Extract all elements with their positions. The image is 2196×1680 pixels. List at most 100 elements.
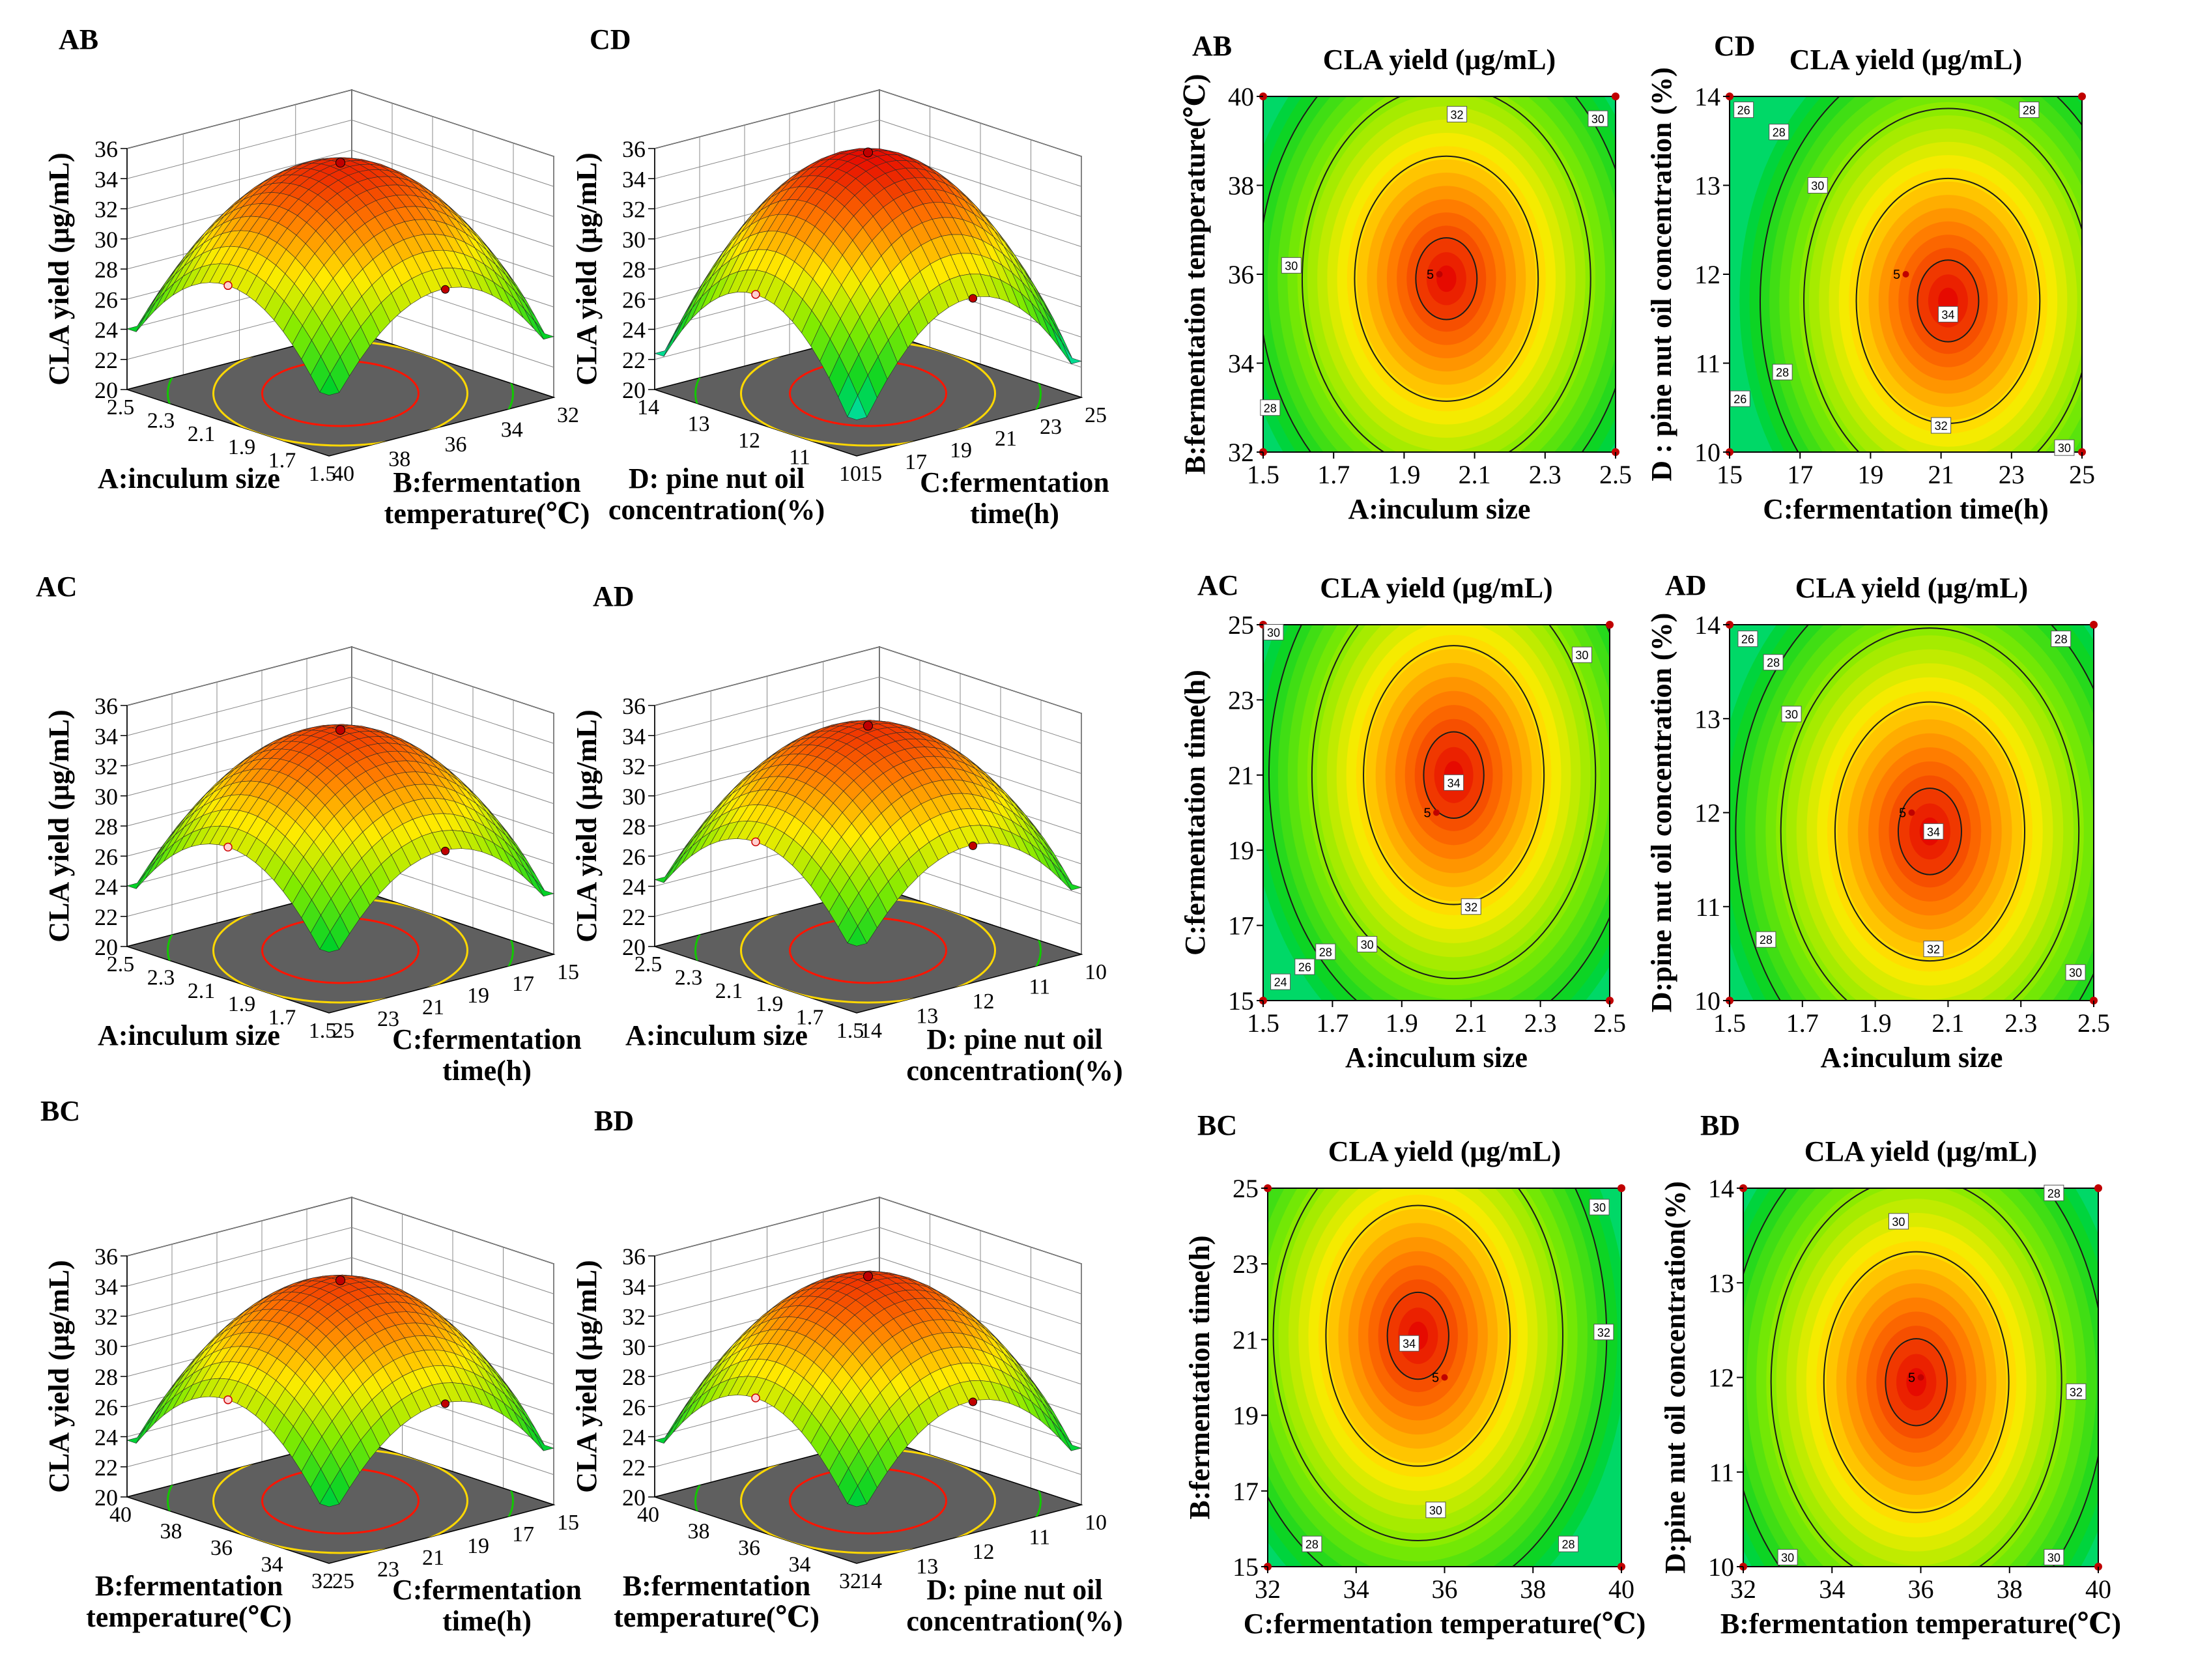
chart-title: CLA yield (μg/mL) bbox=[1795, 572, 2028, 604]
z-tick-label: 22 bbox=[94, 1455, 118, 1481]
contour-value-box bbox=[1593, 1324, 1614, 1341]
contour-value-box bbox=[1888, 1213, 1909, 1230]
z-tick-label: 32 bbox=[622, 754, 646, 780]
y-tick-label: 25 bbox=[1233, 1174, 1259, 1203]
y-tick-label: 14 bbox=[1708, 1174, 1734, 1203]
y-tick-label: 38 bbox=[1228, 171, 1254, 201]
contour-value-label: 28 bbox=[2055, 633, 2068, 646]
right-axis-tick-label: 38 bbox=[388, 448, 410, 472]
surface-cell bbox=[319, 932, 340, 953]
contour-value-box bbox=[1931, 417, 1952, 434]
contour-plot-AB: 5 32 30 30 28 1.5 1.7 1.9 2.1 2.3 2.5 32 34 36 38 40 CLA… bbox=[1179, 30, 1632, 525]
wall-grid-line bbox=[351, 646, 554, 714]
right-axis-tick-label: 10 bbox=[1085, 1511, 1107, 1535]
z-tick-label: 28 bbox=[622, 814, 646, 840]
contour-value-box bbox=[2019, 101, 2040, 118]
contour-value-box bbox=[1302, 1535, 1322, 1552]
y-axis-label: B:fermentation time(h) bbox=[1184, 1235, 1216, 1519]
contour-value-label: 28 bbox=[1319, 946, 1332, 959]
y-tick-label: 10 bbox=[1694, 986, 1720, 1016]
wall-grid-line bbox=[879, 676, 1082, 744]
contour-value-box bbox=[2044, 1184, 2064, 1201]
left-axis-tick-label: 1.9 bbox=[228, 435, 256, 459]
center-point-marker bbox=[1917, 1374, 1924, 1381]
contour-value-box bbox=[1763, 654, 1784, 671]
design-point-marker bbox=[969, 294, 977, 303]
plot-frame bbox=[1262, 624, 1610, 1001]
left-axis-label: A:inculum size bbox=[98, 463, 280, 494]
left-axis-tick-label: 1.5 bbox=[309, 462, 337, 486]
y-tick-label: 23 bbox=[1233, 1249, 1259, 1279]
right-axis-label: time(h) bbox=[970, 498, 1059, 530]
z-tick-label: 30 bbox=[622, 784, 646, 810]
left-axis-tick-label: 2.3 bbox=[675, 965, 703, 989]
left-axis-label: B:fermentation bbox=[95, 1570, 283, 1602]
z-tick-label: 20 bbox=[94, 934, 118, 960]
contour-value-box bbox=[1923, 823, 1944, 840]
z-axis-label: CLA yield (μg/mL) bbox=[571, 709, 603, 942]
x-tick-label: 1.5 bbox=[1713, 1008, 1746, 1038]
floor-plane bbox=[125, 330, 556, 457]
contour-value-label: 28 bbox=[1776, 366, 1789, 379]
right-axis-tick-label: 19 bbox=[950, 438, 972, 463]
right-axis-tick-label: 25 bbox=[332, 1569, 354, 1593]
y-tick-label: 12 bbox=[1694, 260, 1720, 289]
contour-value-label: 34 bbox=[1927, 825, 1940, 838]
contour-value-box bbox=[1589, 1199, 1610, 1216]
contour-value-label: 28 bbox=[1760, 933, 1773, 947]
center-point-marker bbox=[1436, 271, 1443, 278]
contour-value-box bbox=[1781, 705, 1802, 722]
left-axis-tick-label: 32 bbox=[311, 1569, 334, 1593]
wall-grid-line bbox=[126, 1197, 352, 1257]
floor-contour-line bbox=[167, 1438, 514, 1563]
x-axis-label: A:inculum size bbox=[1348, 493, 1531, 525]
z-tick-label: 32 bbox=[94, 1304, 118, 1330]
x-axis-label: C:fermentation time(h) bbox=[1763, 493, 2049, 525]
left-axis-tick-label: 2.5 bbox=[107, 395, 135, 420]
left-axis-tick-label: 10 bbox=[839, 462, 861, 486]
design-point-marker bbox=[1612, 93, 1619, 100]
floor-contour-line bbox=[694, 888, 1042, 1013]
contour-line bbox=[1885, 1338, 1948, 1427]
contour-value-label: 30 bbox=[1361, 938, 1374, 951]
y-axis-label: B:fermentation temperature(℃) bbox=[1179, 74, 1211, 474]
x-tick-label: 36 bbox=[1908, 1574, 1934, 1604]
left-axis-tick-label: 40 bbox=[109, 1503, 132, 1527]
x-tick-label: 40 bbox=[2085, 1574, 2111, 1604]
design-point-marker bbox=[441, 846, 449, 855]
wall-grid-line bbox=[351, 119, 554, 187]
left-axis-tick-label: 2.5 bbox=[107, 952, 135, 976]
left-axis-tick-label: 2.1 bbox=[715, 979, 743, 1003]
y-tick-label: 10 bbox=[1708, 1552, 1734, 1582]
contour-value-box bbox=[1807, 177, 1828, 193]
surface-cell bbox=[319, 1485, 340, 1507]
surface-plot-BD: 20 22 24 26 28 30 32 34 36 CLA yield (μg/mL) 40 38 3… bbox=[571, 1105, 1123, 1637]
contour-value-label: 24 bbox=[1274, 976, 1287, 989]
floor-contour-line bbox=[167, 331, 514, 456]
contour-plot-CD: 5 34 32 30 28 26 30 28 26 28 15 17 19 21 23 25 10 11 12 13 1… bbox=[1646, 30, 2095, 525]
response-surface bbox=[126, 724, 555, 953]
contour-value-label: 26 bbox=[1298, 961, 1311, 974]
wall-grid-line bbox=[126, 1257, 352, 1317]
surface-cell bbox=[847, 395, 868, 420]
contour-value-label: 30 bbox=[1591, 113, 1604, 126]
z-tick-label: 32 bbox=[94, 197, 118, 223]
right-axis-label: B:fermentation bbox=[393, 466, 580, 498]
left-axis-tick-label: 2.3 bbox=[147, 408, 175, 433]
y-tick-label: 23 bbox=[1228, 685, 1254, 715]
y-tick-label: 32 bbox=[1228, 438, 1254, 467]
contour-value-box bbox=[1444, 774, 1464, 791]
floor-contour-line bbox=[694, 331, 1042, 456]
contour-value-box bbox=[1558, 1535, 1579, 1552]
right-axis-label: D: pine nut oil bbox=[926, 1023, 1102, 1055]
panel-tag: BC bbox=[40, 1095, 80, 1127]
z-tick-label: 34 bbox=[94, 723, 118, 749]
contour-value-label: 28 bbox=[1773, 126, 1786, 139]
contour-line bbox=[1834, 701, 2026, 962]
left-axis-tick-label: 1.9 bbox=[756, 992, 784, 1016]
left-axis-tick-label: 36 bbox=[210, 1536, 233, 1560]
left-axis-tick-label: 2.3 bbox=[147, 965, 175, 989]
x-tick-label: 1.7 bbox=[1786, 1008, 1819, 1038]
left-axis-tick-label: 32 bbox=[839, 1569, 861, 1593]
z-tick-label: 28 bbox=[94, 1364, 118, 1390]
